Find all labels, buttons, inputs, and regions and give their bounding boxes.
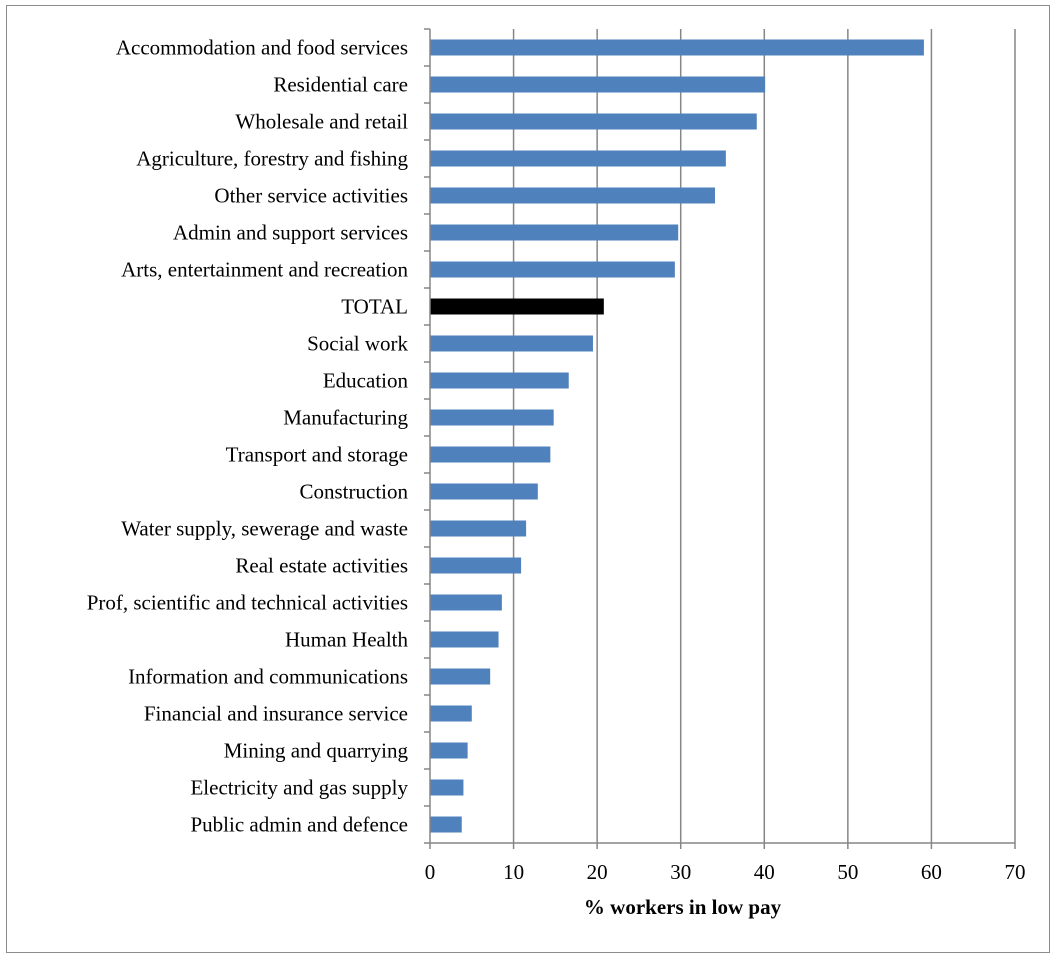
axes	[424, 28, 1016, 849]
category-label: Financial and insurance service	[144, 702, 408, 726]
category-label: Arts, entertainment and recreation	[121, 258, 408, 282]
category-label: Social work	[307, 332, 408, 356]
category-label: Electricity and gas supply	[190, 776, 408, 800]
category-label: Accommodation and food services	[116, 36, 408, 60]
category-label: Transport and storage	[226, 443, 408, 467]
bar	[430, 335, 593, 352]
category-label: Construction	[300, 480, 409, 504]
category-labels: Accommodation and food services Residenti…	[87, 36, 409, 837]
bar	[430, 113, 757, 130]
category-label: Mining and quarrying	[224, 739, 409, 763]
bar	[430, 779, 464, 796]
category-label: Agriculture, forestry and fishing	[136, 147, 408, 171]
bar	[430, 39, 924, 56]
x-tick-label: 30	[670, 860, 691, 884]
bar	[430, 483, 538, 500]
category-label: Other service activities	[214, 184, 408, 208]
bar	[430, 742, 468, 759]
x-axis-title: % workers in low pay	[584, 895, 782, 919]
bar	[430, 816, 462, 833]
bar-total	[430, 298, 604, 315]
category-label: Wholesale and retail	[235, 110, 408, 134]
bar	[430, 557, 522, 574]
bar	[430, 372, 569, 389]
x-tick-label: 40	[754, 860, 775, 884]
x-tick-label: 10	[503, 860, 524, 884]
x-tick-labels: 0 10 20 30 40 50 60 70	[425, 860, 1026, 884]
category-label: Residential care	[273, 73, 408, 97]
category-label: Information and communications	[128, 665, 408, 689]
bar	[430, 150, 726, 167]
x-tick-label: 70	[1005, 860, 1026, 884]
bars	[430, 39, 924, 833]
bar	[430, 631, 499, 648]
bar	[430, 594, 502, 611]
bar	[430, 705, 472, 722]
x-tick-label: 0	[425, 860, 436, 884]
bar	[430, 261, 675, 278]
x-tick-label: 20	[587, 860, 608, 884]
x-tick-label: 50	[837, 860, 858, 884]
category-label: Human Health	[285, 628, 409, 652]
x-tick-label: 60	[921, 860, 942, 884]
bar	[430, 409, 554, 426]
category-label: Real estate activities	[235, 554, 408, 578]
category-label: Admin and support services	[173, 221, 408, 245]
category-label: Water supply, sewerage and waste	[121, 517, 408, 541]
bar	[430, 224, 679, 241]
category-label: Education	[323, 369, 409, 393]
bar	[430, 668, 491, 685]
category-label: TOTAL	[341, 295, 408, 319]
bar	[430, 76, 766, 93]
bar	[430, 520, 527, 537]
category-label: Prof, scientific and technical activitie…	[87, 591, 408, 615]
category-label: Public admin and defence	[190, 813, 408, 837]
category-label: Manufacturing	[283, 406, 408, 430]
bar	[430, 187, 715, 204]
bar	[430, 446, 551, 463]
